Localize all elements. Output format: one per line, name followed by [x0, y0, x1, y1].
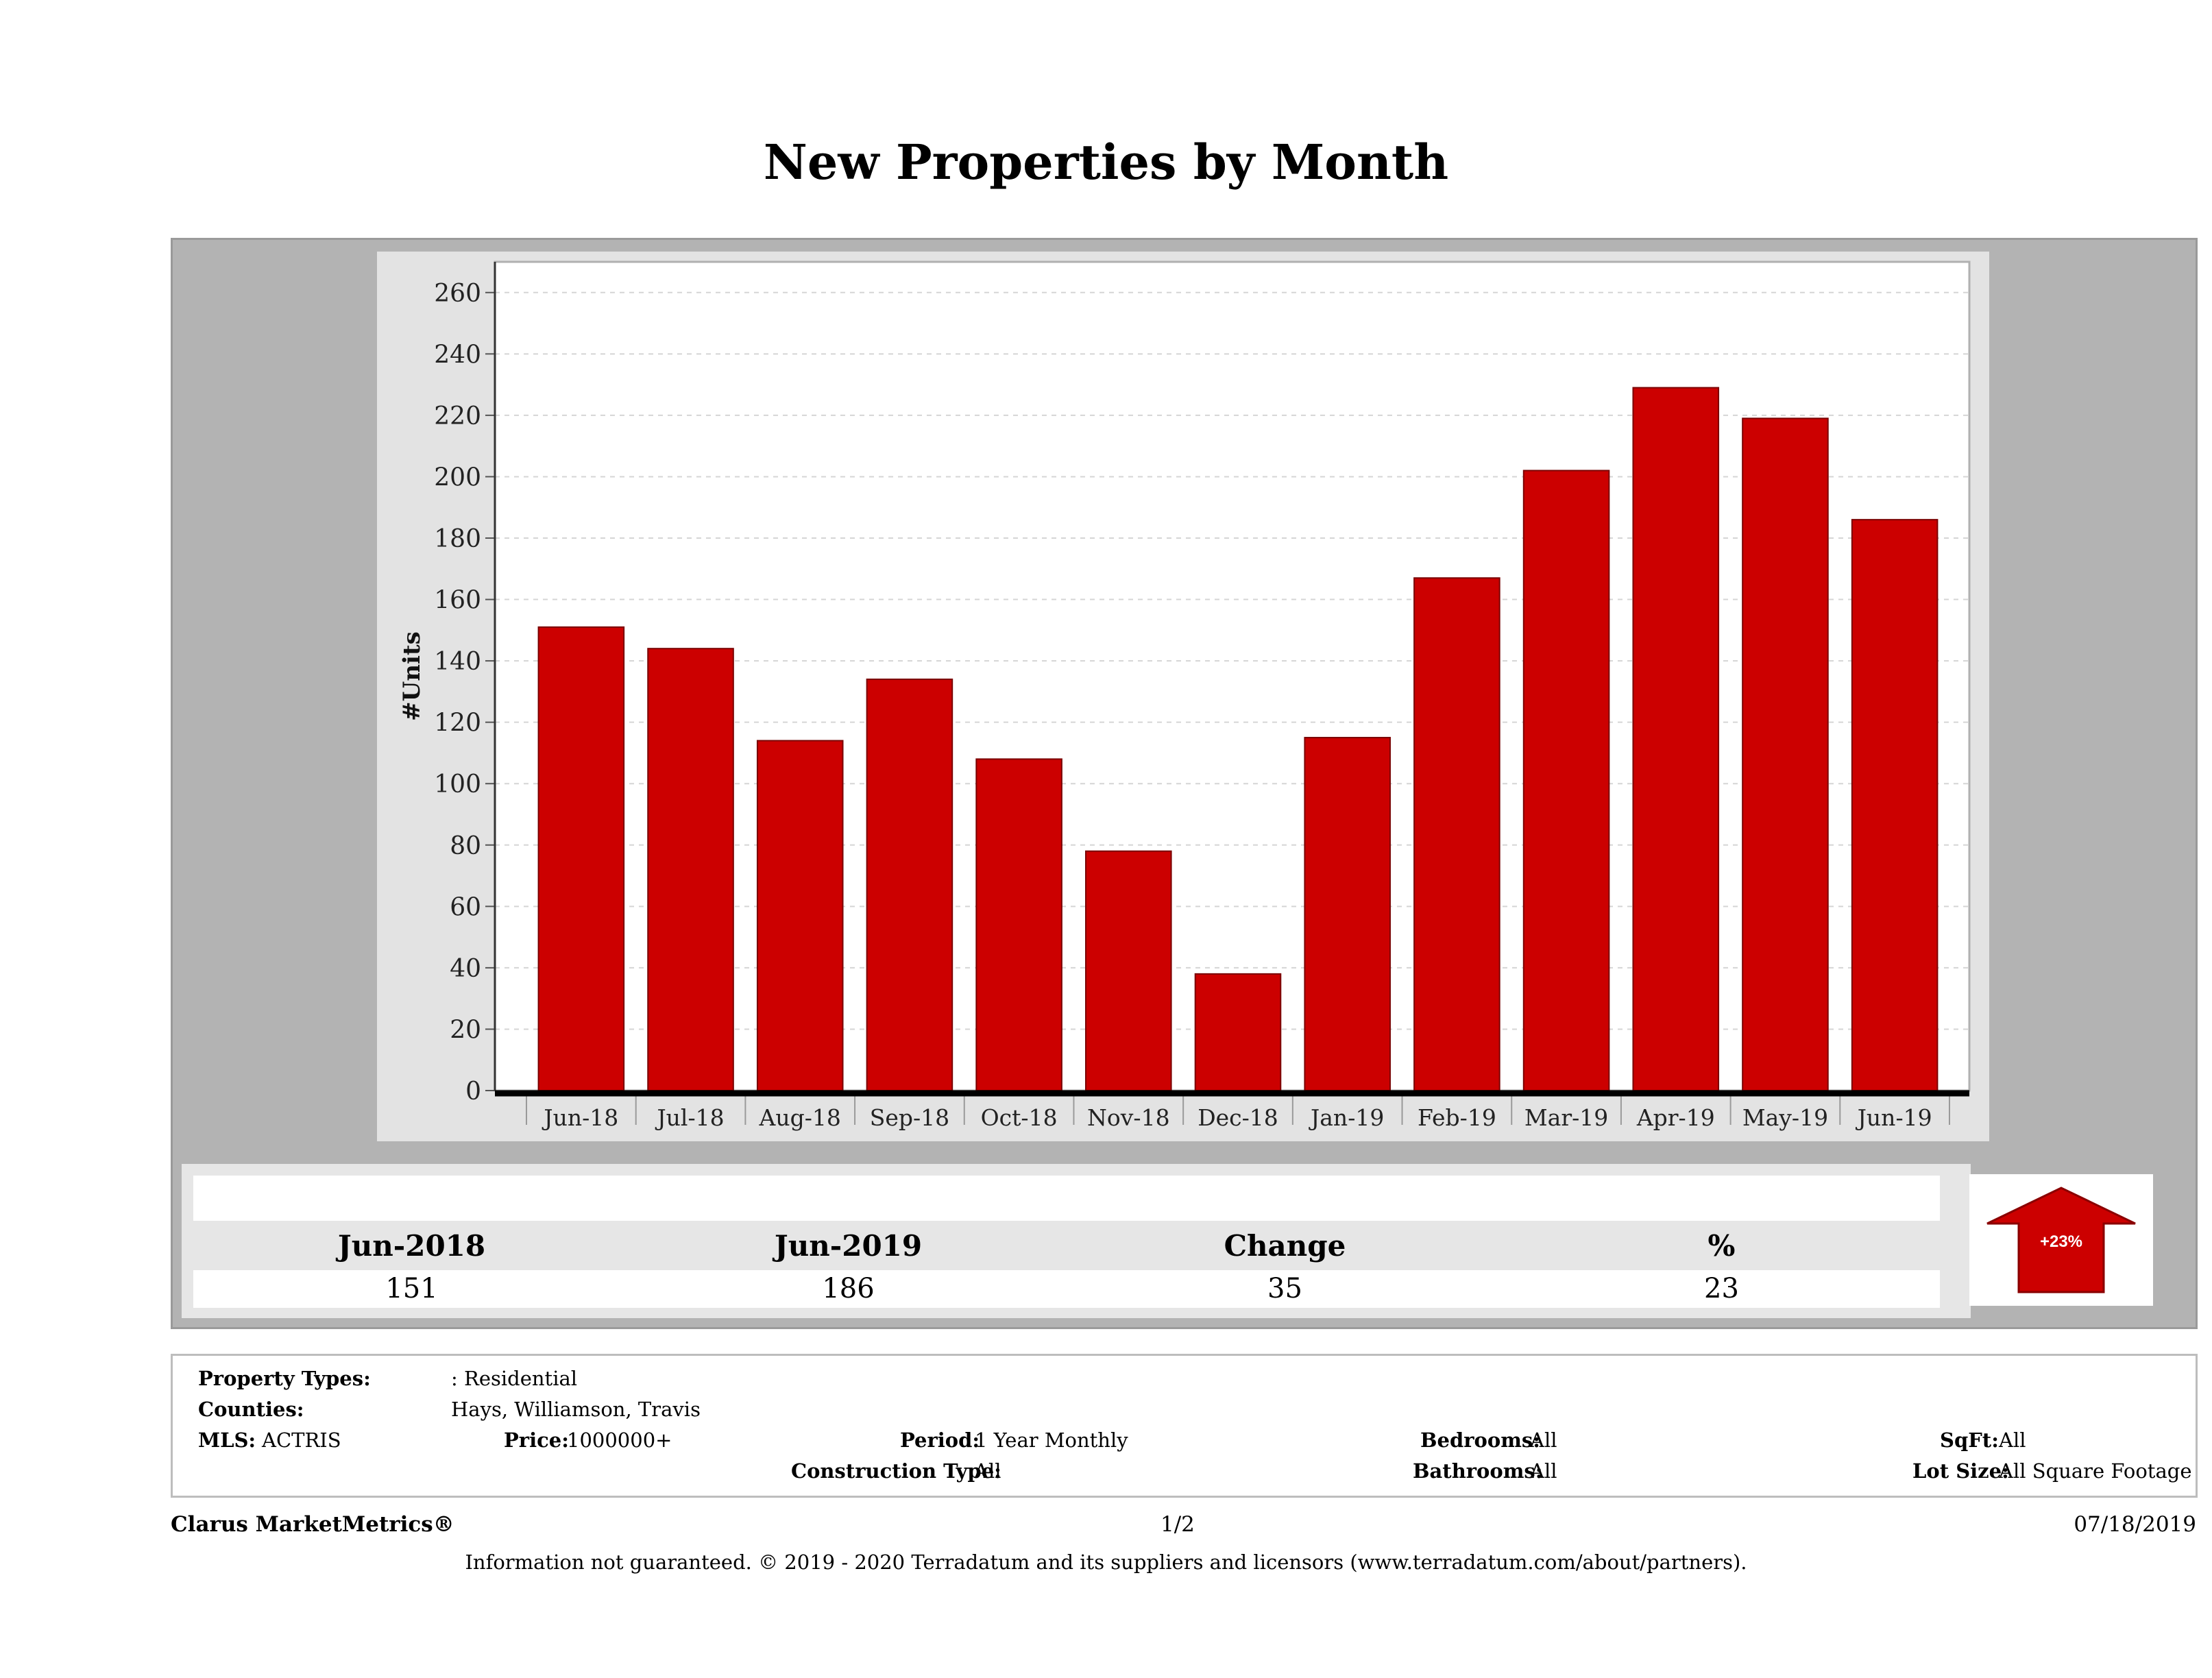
- stats-panel: Jun-2018 Jun-2019 Change % 151 186 35 23: [182, 1164, 1971, 1318]
- bedrooms-value: All: [1530, 1428, 1557, 1452]
- y-tick-label: 120: [434, 709, 481, 738]
- price-label: Price:: [504, 1428, 569, 1452]
- x-tick-label: Jun-19: [1856, 1104, 1932, 1131]
- y-tick-label: 100: [434, 770, 481, 799]
- mls-value: ACTRIS: [262, 1428, 341, 1452]
- stats-header-change: Change: [1224, 1229, 1346, 1263]
- bar: [1304, 737, 1391, 1091]
- bar: [975, 758, 1062, 1092]
- x-tick-label: Aug-18: [759, 1104, 841, 1131]
- bedrooms-label: Bedrooms:: [1420, 1428, 1540, 1452]
- y-tick-label: 260: [434, 280, 481, 308]
- disclaimer: Information not guaranteed. © 2019 - 202…: [465, 1551, 1747, 1574]
- bar: [1632, 387, 1720, 1092]
- bar-chart: 0 20 40 60 80 100 120 140 160 180 200 220 240 260 #Uni…: [398, 260, 1971, 1131]
- change-badge-text: +23%: [2040, 1232, 2082, 1251]
- bar: [756, 740, 844, 1091]
- stats-header-percent: %: [1707, 1229, 1736, 1263]
- x-tick-label: Sep-18: [870, 1104, 949, 1131]
- bar: [537, 626, 625, 1091]
- property-types-label: Property Types:: [198, 1367, 371, 1390]
- period-value: 1 Year Monthly: [975, 1428, 1128, 1452]
- bar: [1413, 577, 1500, 1091]
- y-tick-label: 60: [450, 893, 481, 921]
- y-tick-label: 200: [434, 463, 481, 491]
- mls-label: MLS:: [198, 1428, 256, 1452]
- plot-area: [494, 260, 1971, 1092]
- bar: [1194, 973, 1282, 1092]
- up-arrow-icon: +23%: [1986, 1187, 2136, 1293]
- x-tick-label: Dec-18: [1198, 1104, 1278, 1131]
- stats-value-row: 151 186 35 23: [193, 1270, 1940, 1308]
- bathrooms-label: Bathrooms:: [1413, 1459, 1543, 1483]
- y-axis-label: #Units: [398, 631, 426, 721]
- x-tick-label: Feb-19: [1418, 1104, 1496, 1131]
- bar: [1522, 470, 1610, 1091]
- y-tick-label: 0: [465, 1078, 481, 1106]
- sqft-value: All: [1999, 1428, 2026, 1452]
- x-tick-label: Jul-18: [655, 1104, 724, 1131]
- x-tick-label: Nov-18: [1087, 1104, 1170, 1131]
- y-tick-label: 140: [434, 648, 481, 676]
- y-tick-label: 20: [450, 1016, 481, 1044]
- brand-name: Clarus MarketMetrics®: [171, 1512, 454, 1537]
- stats-value-start: 151: [385, 1273, 438, 1304]
- x-tick-label: Mar-19: [1524, 1104, 1608, 1131]
- stats-value-percent: 23: [1704, 1273, 1739, 1304]
- counties-label: Counties:: [198, 1398, 304, 1421]
- bathrooms-value: All: [1530, 1459, 1557, 1483]
- construction-type-value: All: [974, 1459, 1001, 1483]
- property-types-value: : Residential: [451, 1367, 578, 1390]
- x-tick-label: Jan-19: [1309, 1104, 1384, 1131]
- report-date: 07/18/2019: [2074, 1512, 2196, 1537]
- lot-size-label: Lot Size:: [1912, 1459, 2009, 1483]
- y-tick-label: 240: [434, 341, 481, 369]
- y-tick-label: 40: [450, 955, 481, 983]
- bar: [1742, 417, 1829, 1092]
- bar: [1851, 519, 1938, 1091]
- counties-value: Hays, Williamson, Travis: [451, 1398, 701, 1421]
- y-tick-label: 80: [450, 832, 481, 860]
- stats-header-end: Jun-2019: [774, 1229, 923, 1263]
- x-tick-label: Oct-18: [981, 1104, 1058, 1131]
- construction-type-label: Construction Type:: [791, 1459, 1001, 1483]
- bar: [647, 648, 734, 1091]
- x-tick-label: May-19: [1742, 1104, 1828, 1131]
- stats-value-change: 35: [1267, 1273, 1302, 1304]
- x-tick-label: Jun-18: [542, 1104, 618, 1131]
- y-tick-label: 180: [434, 525, 481, 553]
- y-tick-label: 220: [434, 402, 481, 430]
- sqft-label: SqFt:: [1940, 1428, 1999, 1452]
- price-value: 1000000+: [567, 1428, 672, 1452]
- stats-value-end: 186: [822, 1273, 875, 1304]
- lot-size-value: All Square Footage: [1999, 1459, 2192, 1483]
- filter-criteria: Property Types: : Residential Counties: …: [171, 1354, 2198, 1498]
- period-label: Period:: [900, 1428, 980, 1452]
- stats-blank-band: [193, 1176, 1940, 1221]
- x-tick-label: Apr-19: [1636, 1104, 1715, 1131]
- page-number: 1/2: [1160, 1512, 1195, 1537]
- change-indicator: +23%: [1969, 1174, 2153, 1306]
- bar: [1085, 850, 1172, 1091]
- stats-header-start: Jun-2018: [337, 1229, 486, 1263]
- stats-header-row: Jun-2018 Jun-2019 Change %: [193, 1224, 1940, 1269]
- y-tick-label: 160: [434, 587, 481, 615]
- bar: [866, 678, 953, 1091]
- page-title: New Properties by Month: [763, 134, 1449, 191]
